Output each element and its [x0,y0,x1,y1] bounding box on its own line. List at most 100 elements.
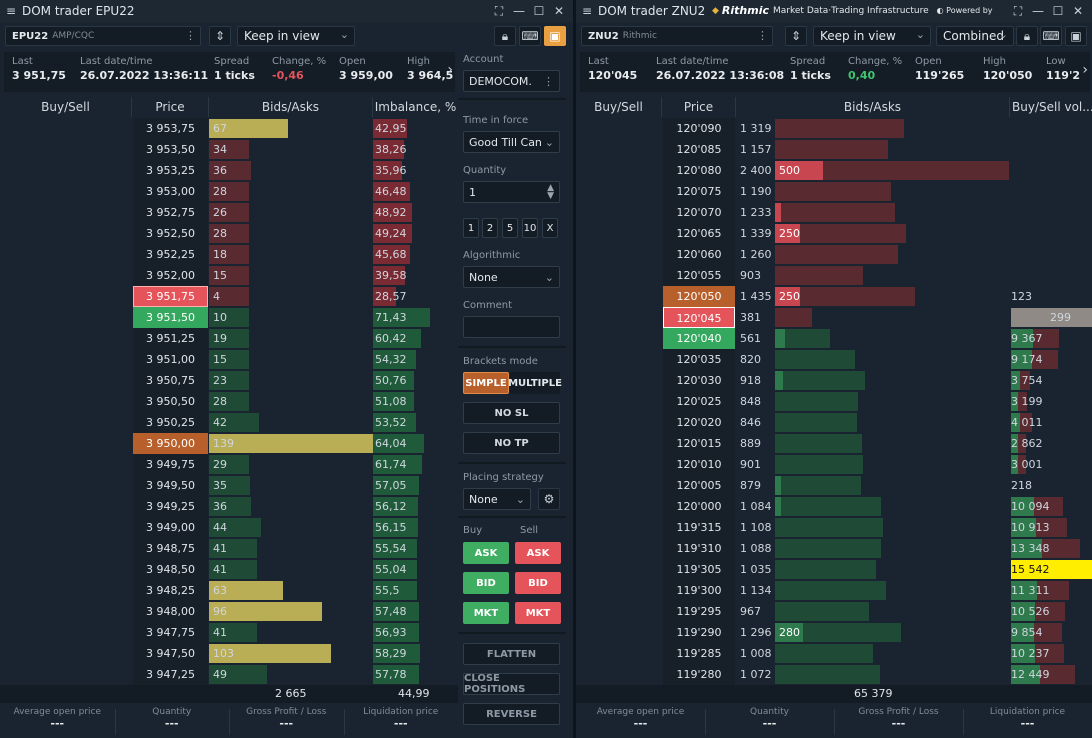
price-cell[interactable]: 120'065 [663,223,735,244]
size-cell[interactable]: 1 339 [740,227,772,240]
size-cell[interactable]: 103 [213,647,234,660]
price-cell[interactable]: 119'315 [663,517,735,538]
buy-sell-cell[interactable] [576,454,662,475]
buy-ask-button[interactable]: ASK [463,542,509,564]
left-symbol-selector[interactable]: EPU22 AMP/CQC ⋮ [5,26,201,46]
buy-sell-cell[interactable] [0,286,132,307]
col-buy-sell[interactable]: Buy/Sell [576,97,662,117]
col-price[interactable]: Price [662,97,736,117]
price-cell[interactable]: 120'015 [663,433,735,454]
col-buy-sell[interactable]: Buy/Sell [0,97,132,117]
expand-icon[interactable]: ⛶ [494,3,504,18]
align-center-icon[interactable]: ⇕ [785,26,807,46]
size-cell[interactable]: 1 072 [740,668,772,681]
price-cell[interactable]: 120'040 [663,328,735,349]
flatten-button[interactable]: FLATTEN [463,643,560,665]
buy-sell-cell[interactable] [576,349,662,370]
price-cell[interactable]: 3 953,25 [133,160,208,181]
price-cell[interactable]: 119'280 [663,664,735,685]
buy-sell-cell[interactable] [576,412,662,433]
size-cell[interactable]: 10 [213,311,227,324]
buy-sell-cell[interactable] [576,580,662,601]
buy-sell-cell[interactable] [0,349,132,370]
buy-sell-cell[interactable] [576,391,662,412]
size-cell[interactable]: 96 [213,605,227,618]
size-cell[interactable]: 139 [213,437,234,450]
size-cell[interactable]: 1 157 [740,143,772,156]
size-cell[interactable]: 28 [213,227,227,240]
price-cell[interactable]: 3 953,75 [133,118,208,139]
buy-sell-cell[interactable] [576,643,662,664]
price-cell[interactable]: 119'285 [663,643,735,664]
panel-splitter[interactable] [573,0,576,738]
size-cell[interactable]: 967 [740,605,761,618]
size-cell[interactable]: 901 [740,458,761,471]
scroll-right-icon[interactable]: › [447,62,453,78]
size-cell[interactable]: 561 [740,332,761,345]
price-cell[interactable]: 3 948,75 [133,538,208,559]
price-cell[interactable]: 3 949,75 [133,454,208,475]
size-cell[interactable]: 23 [213,374,227,387]
buy-sell-cell[interactable] [0,118,132,139]
price-cell[interactable]: 120'075 [663,181,735,202]
price-cell[interactable]: 3 950,50 [133,391,208,412]
simple-mode-button[interactable]: SIMPLE [463,372,509,394]
account-select[interactable]: DEMOCOM. ⋮ [463,70,560,92]
placing-strategy-select[interactable]: None ⌄ [463,488,531,510]
size-cell[interactable]: 1 190 [740,185,772,198]
size-cell[interactable]: 820 [740,353,761,366]
buy-bid-button[interactable]: BID [463,572,509,594]
buy-sell-cell[interactable] [0,643,132,664]
price-cell[interactable]: 120'070 [663,202,735,223]
buy-sell-cell[interactable] [576,223,662,244]
col-price[interactable]: Price [132,97,209,117]
size-cell[interactable]: 26 [213,206,227,219]
price-cell[interactable]: 119'300 [663,580,735,601]
expand-icon[interactable]: ⛶ [1013,3,1023,18]
buy-sell-cell[interactable] [576,118,662,139]
price-cell[interactable]: 3 950,25 [133,412,208,433]
panel-toggle-icon[interactable]: ▣ [1065,26,1087,46]
size-cell[interactable]: 1 319 [740,122,772,135]
buy-sell-cell[interactable] [0,412,132,433]
size-cell[interactable]: 2 400 [740,164,772,177]
minimize-icon[interactable]: — [513,4,525,18]
price-cell[interactable]: 3 952,25 [133,244,208,265]
price-cell[interactable]: 3 947,75 [133,622,208,643]
size-cell[interactable]: 36 [213,500,227,513]
price-cell[interactable]: 120'045 [663,307,735,328]
price-cell[interactable]: 120'020 [663,412,735,433]
size-cell[interactable]: 1 008 [740,647,772,660]
price-cell[interactable]: 3 948,00 [133,601,208,622]
size-cell[interactable]: 15 [213,353,227,366]
price-cell[interactable]: 3 950,00 [133,433,208,454]
price-cell[interactable]: 3 951,00 [133,349,208,370]
buy-sell-cell[interactable] [576,601,662,622]
size-cell[interactable]: 29 [213,458,227,471]
sell-ask-button[interactable]: ASK [515,542,561,564]
buy-sell-cell[interactable] [0,454,132,475]
keyboard-icon[interactable]: ⌨ [519,26,541,46]
buy-sell-cell[interactable] [0,622,132,643]
buy-sell-cell[interactable] [576,328,662,349]
buy-sell-cell[interactable] [0,139,132,160]
quantity-preset-button[interactable]: 1 [463,218,479,238]
price-cell[interactable]: 119'295 [663,601,735,622]
reverse-button[interactable]: REVERSE [463,703,560,725]
price-cell[interactable]: 3 951,50 [133,307,208,328]
buy-sell-cell[interactable] [576,559,662,580]
buy-sell-cell[interactable] [0,475,132,496]
price-cell[interactable]: 120'085 [663,139,735,160]
buy-market-button[interactable]: MKT [463,602,509,624]
price-cell[interactable]: 3 951,75 [133,286,208,307]
maximize-icon[interactable]: ☐ [533,4,545,18]
keyboard-icon[interactable]: ⌨ [1040,26,1062,46]
quantity-preset-button[interactable]: 2 [482,218,498,238]
size-cell[interactable]: 41 [213,563,227,576]
col-bids-asks[interactable]: Bids/Asks [736,97,1010,117]
tif-select[interactable]: Good Till Can ⌄ [463,131,560,153]
multiple-mode-button[interactable]: MULTIPLE [508,372,562,394]
price-cell[interactable]: 120'010 [663,454,735,475]
comment-input[interactable] [463,316,560,338]
size-cell[interactable]: 18 [213,248,227,261]
